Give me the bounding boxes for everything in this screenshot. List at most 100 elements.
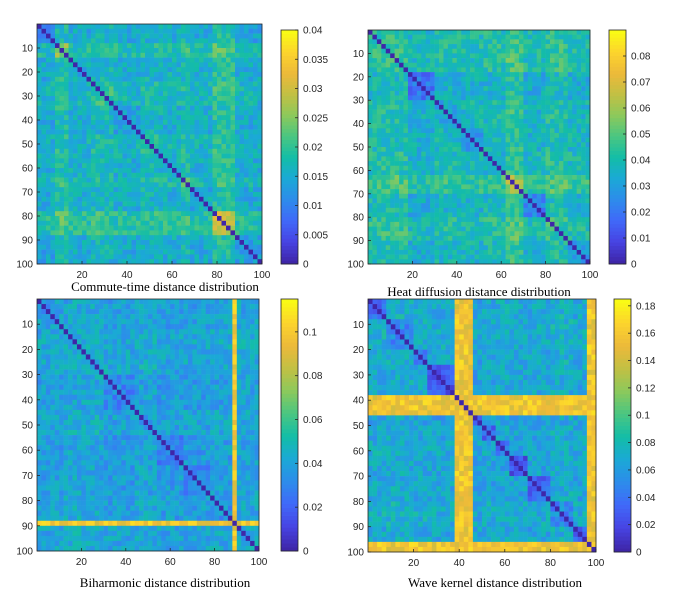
heatmap-cell xyxy=(122,139,128,145)
heatmap-cell xyxy=(68,168,74,174)
heatmap-cell xyxy=(421,90,427,96)
heatmap-cell xyxy=(572,179,577,185)
heatmap-cell xyxy=(181,177,186,183)
heatmap-cell xyxy=(136,72,141,78)
heatmap-cell xyxy=(163,201,168,207)
heatmap-cell xyxy=(412,240,418,246)
heatmap-cell xyxy=(394,62,400,68)
heatmap-cell xyxy=(82,249,87,255)
heatmap-cell xyxy=(239,254,245,260)
heatmap-cell xyxy=(425,104,431,110)
heatmap-cell xyxy=(46,192,51,198)
colorbar-segment xyxy=(281,62,298,67)
heatmap-cell xyxy=(385,151,391,157)
heatmap-cell xyxy=(439,165,444,171)
heatmap-cell xyxy=(248,129,254,135)
colorbar-segment xyxy=(281,220,298,225)
heatmap-cell xyxy=(585,123,591,129)
heatmap-cell xyxy=(55,144,60,150)
heatmap-cell xyxy=(253,48,258,54)
heatmap-cell xyxy=(131,139,137,145)
heatmap-cell xyxy=(212,230,218,236)
heatmap-cell xyxy=(492,62,498,68)
heatmap-cell xyxy=(118,182,123,188)
heatmap-cell xyxy=(452,128,458,134)
heatmap-cell xyxy=(487,114,493,120)
heatmap-cell xyxy=(68,139,74,145)
heatmap-cell xyxy=(372,231,378,237)
heatmap-cell xyxy=(474,128,480,134)
heatmap-cell xyxy=(403,39,409,45)
heatmap-cell xyxy=(572,184,577,190)
heatmap-cell xyxy=(439,104,444,110)
heatmap-cell xyxy=(390,142,395,148)
heatmap-cell xyxy=(385,184,391,190)
heatmap-cell xyxy=(91,124,96,130)
heatmap-cell xyxy=(190,182,195,188)
heatmap-cell xyxy=(536,231,542,237)
heatmap-cell xyxy=(368,58,373,64)
colorbar-segment xyxy=(281,73,298,78)
heatmap-cell xyxy=(127,148,132,154)
heatmap-cell xyxy=(95,240,101,246)
heatmap-cell xyxy=(550,235,555,241)
heatmap-cell xyxy=(558,221,564,227)
heatmap-cell xyxy=(545,142,551,148)
heatmap-cell xyxy=(523,58,529,64)
heatmap-cell xyxy=(563,179,569,185)
heatmap-cell xyxy=(244,182,249,188)
heatmap-cell xyxy=(208,81,213,87)
heatmap-cell xyxy=(368,249,373,255)
heatmap-cell xyxy=(104,168,110,174)
heatmap-cell xyxy=(158,168,164,174)
heatmap-cell xyxy=(199,249,204,255)
heatmap-cell xyxy=(100,48,105,54)
heatmap-cell xyxy=(217,76,222,82)
heatmap-cell xyxy=(581,128,586,134)
heatmap-cell xyxy=(416,86,422,92)
heatmap-cell xyxy=(113,168,119,174)
heatmap-cell xyxy=(64,254,69,260)
heatmap-cell xyxy=(461,212,466,218)
heatmap-cell xyxy=(563,193,569,199)
heatmap-cell xyxy=(447,161,453,167)
heatmap-cell xyxy=(167,225,173,231)
heatmap-cell xyxy=(253,115,258,121)
heatmap-cell xyxy=(91,220,96,226)
heatmap-cell xyxy=(558,128,564,134)
heatmap-cell xyxy=(244,144,249,150)
heatmap-cell xyxy=(50,67,56,73)
heatmap-cell xyxy=(91,144,96,150)
heatmap-cell xyxy=(425,151,431,157)
heatmap-cell xyxy=(483,161,489,167)
heatmap-cell xyxy=(64,124,69,130)
heatmap-cell xyxy=(100,177,105,183)
heatmap-cell xyxy=(77,120,83,126)
heatmap-cell xyxy=(376,118,382,124)
heatmap-cell xyxy=(412,161,418,167)
heatmap-cell xyxy=(154,201,159,207)
heatmap-cell xyxy=(434,217,440,223)
heatmap-cell xyxy=(523,212,529,218)
heatmap-cell xyxy=(194,115,200,121)
heatmap-cell xyxy=(416,231,422,237)
heatmap-cell xyxy=(190,220,195,226)
heatmap-cell xyxy=(443,207,449,213)
heatmap-cell xyxy=(226,230,231,236)
heatmap-cell xyxy=(403,193,409,199)
heatmap-cell xyxy=(518,179,524,185)
heatmap-cell xyxy=(430,90,435,96)
heatmap-cell xyxy=(59,76,65,82)
heatmap-cell xyxy=(145,196,150,202)
heatmap-cell xyxy=(59,168,65,174)
heatmap-cell xyxy=(113,249,119,255)
heatmap-cell xyxy=(443,217,449,223)
heatmap-cell xyxy=(248,182,254,188)
heatmap-cell xyxy=(217,172,222,178)
heatmap-cell xyxy=(163,216,168,222)
colorbar-segment xyxy=(281,114,298,119)
heatmap-cell xyxy=(479,235,484,241)
heatmap-cell xyxy=(203,172,209,178)
heatmap-cell xyxy=(496,137,502,143)
heatmap-cell xyxy=(145,38,150,44)
